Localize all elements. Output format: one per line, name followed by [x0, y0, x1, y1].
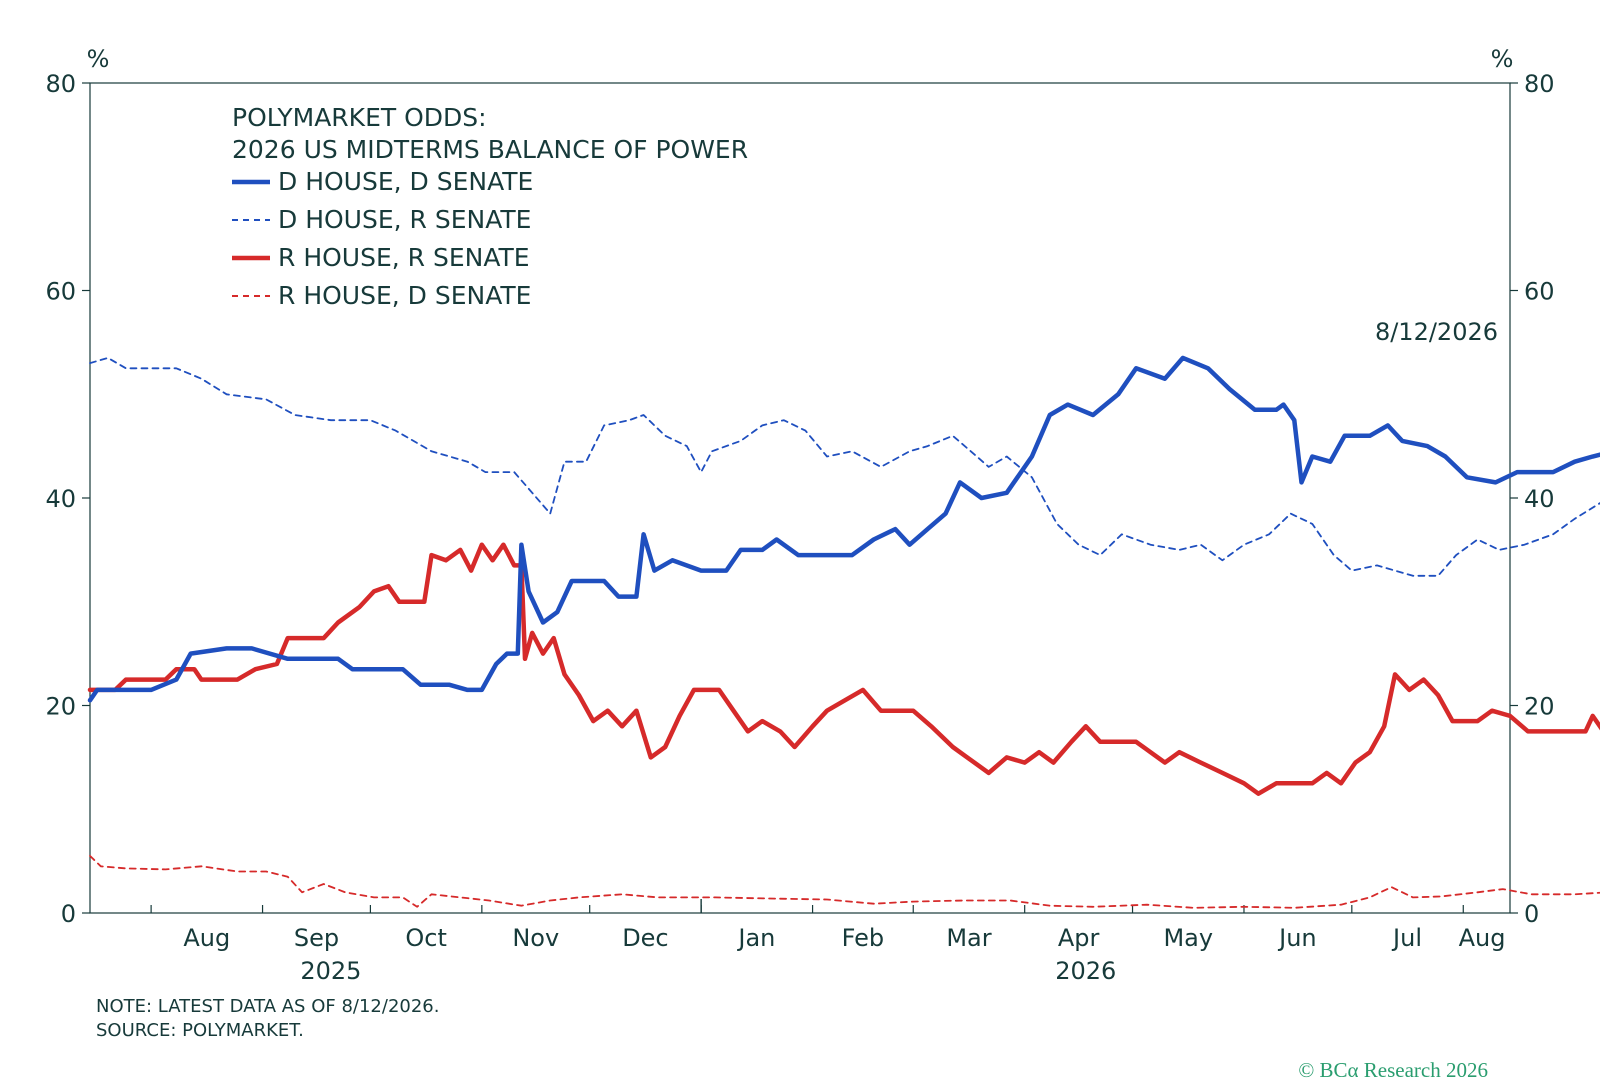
legend-label: R HOUSE, D SENATE	[278, 281, 531, 310]
year-label: 2025	[300, 957, 361, 985]
copyright-text: © BCα Research 2026	[1298, 1058, 1488, 1082]
x-tick-label: Apr	[1058, 924, 1100, 952]
series-line-r-house-r-senate	[87, 542, 1600, 796]
y-tick-label-right: 80	[1524, 70, 1555, 98]
legend-label: R HOUSE, R SENATE	[278, 243, 530, 272]
year-label: 2026	[1055, 957, 1116, 985]
y-tick-label-right: 20	[1524, 693, 1555, 721]
series-line-d-house-r-senate	[89, 356, 1600, 577]
legend-label: D HOUSE, D SENATE	[278, 167, 533, 196]
y-tick-label-right: 60	[1524, 278, 1555, 306]
y-tick-label-left: 0	[61, 900, 76, 928]
chart-note: NOTE: LATEST DATA AS OF 8/12/2026.	[96, 996, 440, 1017]
axes: 0 0 20 20 40 40 60 60 80 80% % Aug Sep Oct Nov Dec Jan Fe…	[45, 45, 1554, 985]
series-line-d-house-d-senate	[87, 355, 1600, 703]
chart-source: SOURCE: POLYMARKET.	[96, 1020, 304, 1041]
series-layer	[87, 355, 1600, 909]
x-tick-label: Sep	[294, 924, 339, 952]
y-tick-label-left: 60	[45, 278, 76, 306]
chart-subtitle: 2026 US MIDTERMS BALANCE OF POWER	[232, 135, 748, 164]
y-tick-label-right: 40	[1524, 485, 1555, 513]
y-tick-label-left: 80	[45, 70, 76, 98]
x-tick-label: Jul	[1391, 924, 1422, 952]
x-tick-label: Dec	[622, 924, 668, 952]
y-tick-label-left: 40	[45, 485, 76, 513]
y-tick-label-left: 20	[45, 693, 76, 721]
x-tick-label: Jun	[1277, 924, 1317, 952]
chart-title: POLYMARKET ODDS:	[232, 103, 487, 132]
legend-label: D HOUSE, R SENATE	[278, 205, 531, 234]
x-tick-label: Mar	[946, 924, 991, 952]
x-tick-label: Aug	[1459, 924, 1506, 952]
x-tick-label: May	[1163, 924, 1213, 952]
x-tick-label: Nov	[512, 924, 559, 952]
y-unit-right: %	[1491, 45, 1514, 73]
x-tick-label: Jan	[736, 924, 775, 952]
y-tick-label-right: 0	[1524, 900, 1539, 928]
latest-date-label: 8/12/2026	[1375, 318, 1498, 346]
y-unit-left: %	[87, 45, 110, 73]
x-tick-label: Feb	[842, 924, 885, 952]
x-tick-label: Oct	[405, 924, 447, 952]
x-tick-label: Aug	[183, 924, 230, 952]
series-line-r-house-d-senate	[89, 855, 1600, 909]
legend: POLYMARKET ODDS: 2026 US MIDTERMS BALANCE…	[232, 103, 748, 310]
